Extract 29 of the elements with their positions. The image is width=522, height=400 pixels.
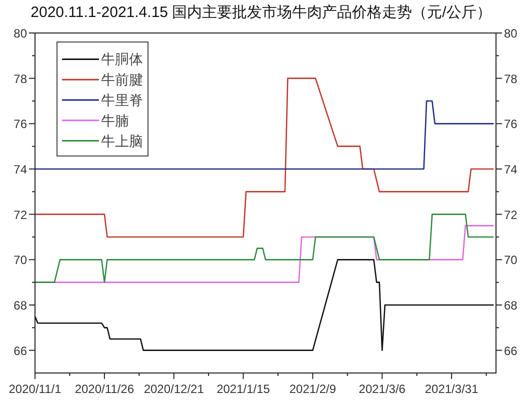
y2-tick-label: 76 bbox=[504, 117, 518, 132]
y-tick-label: 70 bbox=[14, 253, 28, 268]
legend-label: 牛里脊 bbox=[101, 92, 143, 108]
y2-tick-label: 74 bbox=[504, 162, 518, 176]
y-tick-label: 66 bbox=[14, 344, 28, 358]
legend-label: 牛腩 bbox=[101, 112, 129, 128]
legend-label: 牛胴体 bbox=[101, 51, 143, 68]
y-tick-label: 72 bbox=[14, 208, 28, 222]
x-tick-label: 2021/3/31 bbox=[424, 382, 479, 396]
y2-tick-label: 70 bbox=[504, 253, 518, 268]
legend-label: 牛前腱 bbox=[101, 72, 143, 88]
x-tick-label: 2021/1/15 bbox=[216, 382, 270, 396]
x-tick-label: 2020/11/26 bbox=[74, 382, 134, 396]
y2-tick-label: 66 bbox=[504, 344, 518, 358]
x-tick-label: 2020/12/21 bbox=[144, 382, 204, 396]
y-tick-label: 80 bbox=[14, 26, 28, 40]
y-tick-label: 76 bbox=[14, 117, 28, 132]
y-tick-label: 74 bbox=[14, 162, 28, 176]
x-tick-label: 2021/3/6 bbox=[358, 382, 406, 396]
y2-tick-label: 80 bbox=[504, 26, 518, 40]
chart-title: 2020.11.1-2021.4.15 国内主要批发市场牛肉产品价格走势（元/公斤） bbox=[30, 4, 492, 21]
y2-tick-label: 78 bbox=[504, 72, 518, 86]
y-tick-label: 78 bbox=[14, 72, 28, 86]
x-tick-label: 2020/11/1 bbox=[8, 382, 62, 396]
legend-label: 牛上脑 bbox=[101, 132, 143, 149]
x-tick-label: 2021/2/9 bbox=[289, 382, 336, 396]
y-tick-label: 68 bbox=[14, 298, 28, 312]
y2-tick-label: 68 bbox=[504, 298, 518, 312]
y2-tick-label: 72 bbox=[504, 208, 518, 222]
